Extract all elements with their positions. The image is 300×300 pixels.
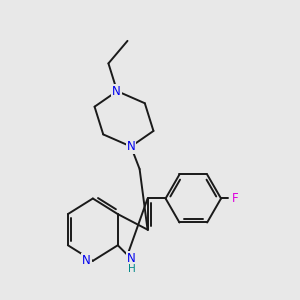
Text: H: H (128, 264, 136, 274)
Text: N: N (127, 140, 135, 153)
Text: F: F (232, 192, 239, 205)
Text: N: N (127, 252, 135, 265)
Text: N: N (82, 254, 91, 267)
Text: N: N (112, 85, 121, 98)
